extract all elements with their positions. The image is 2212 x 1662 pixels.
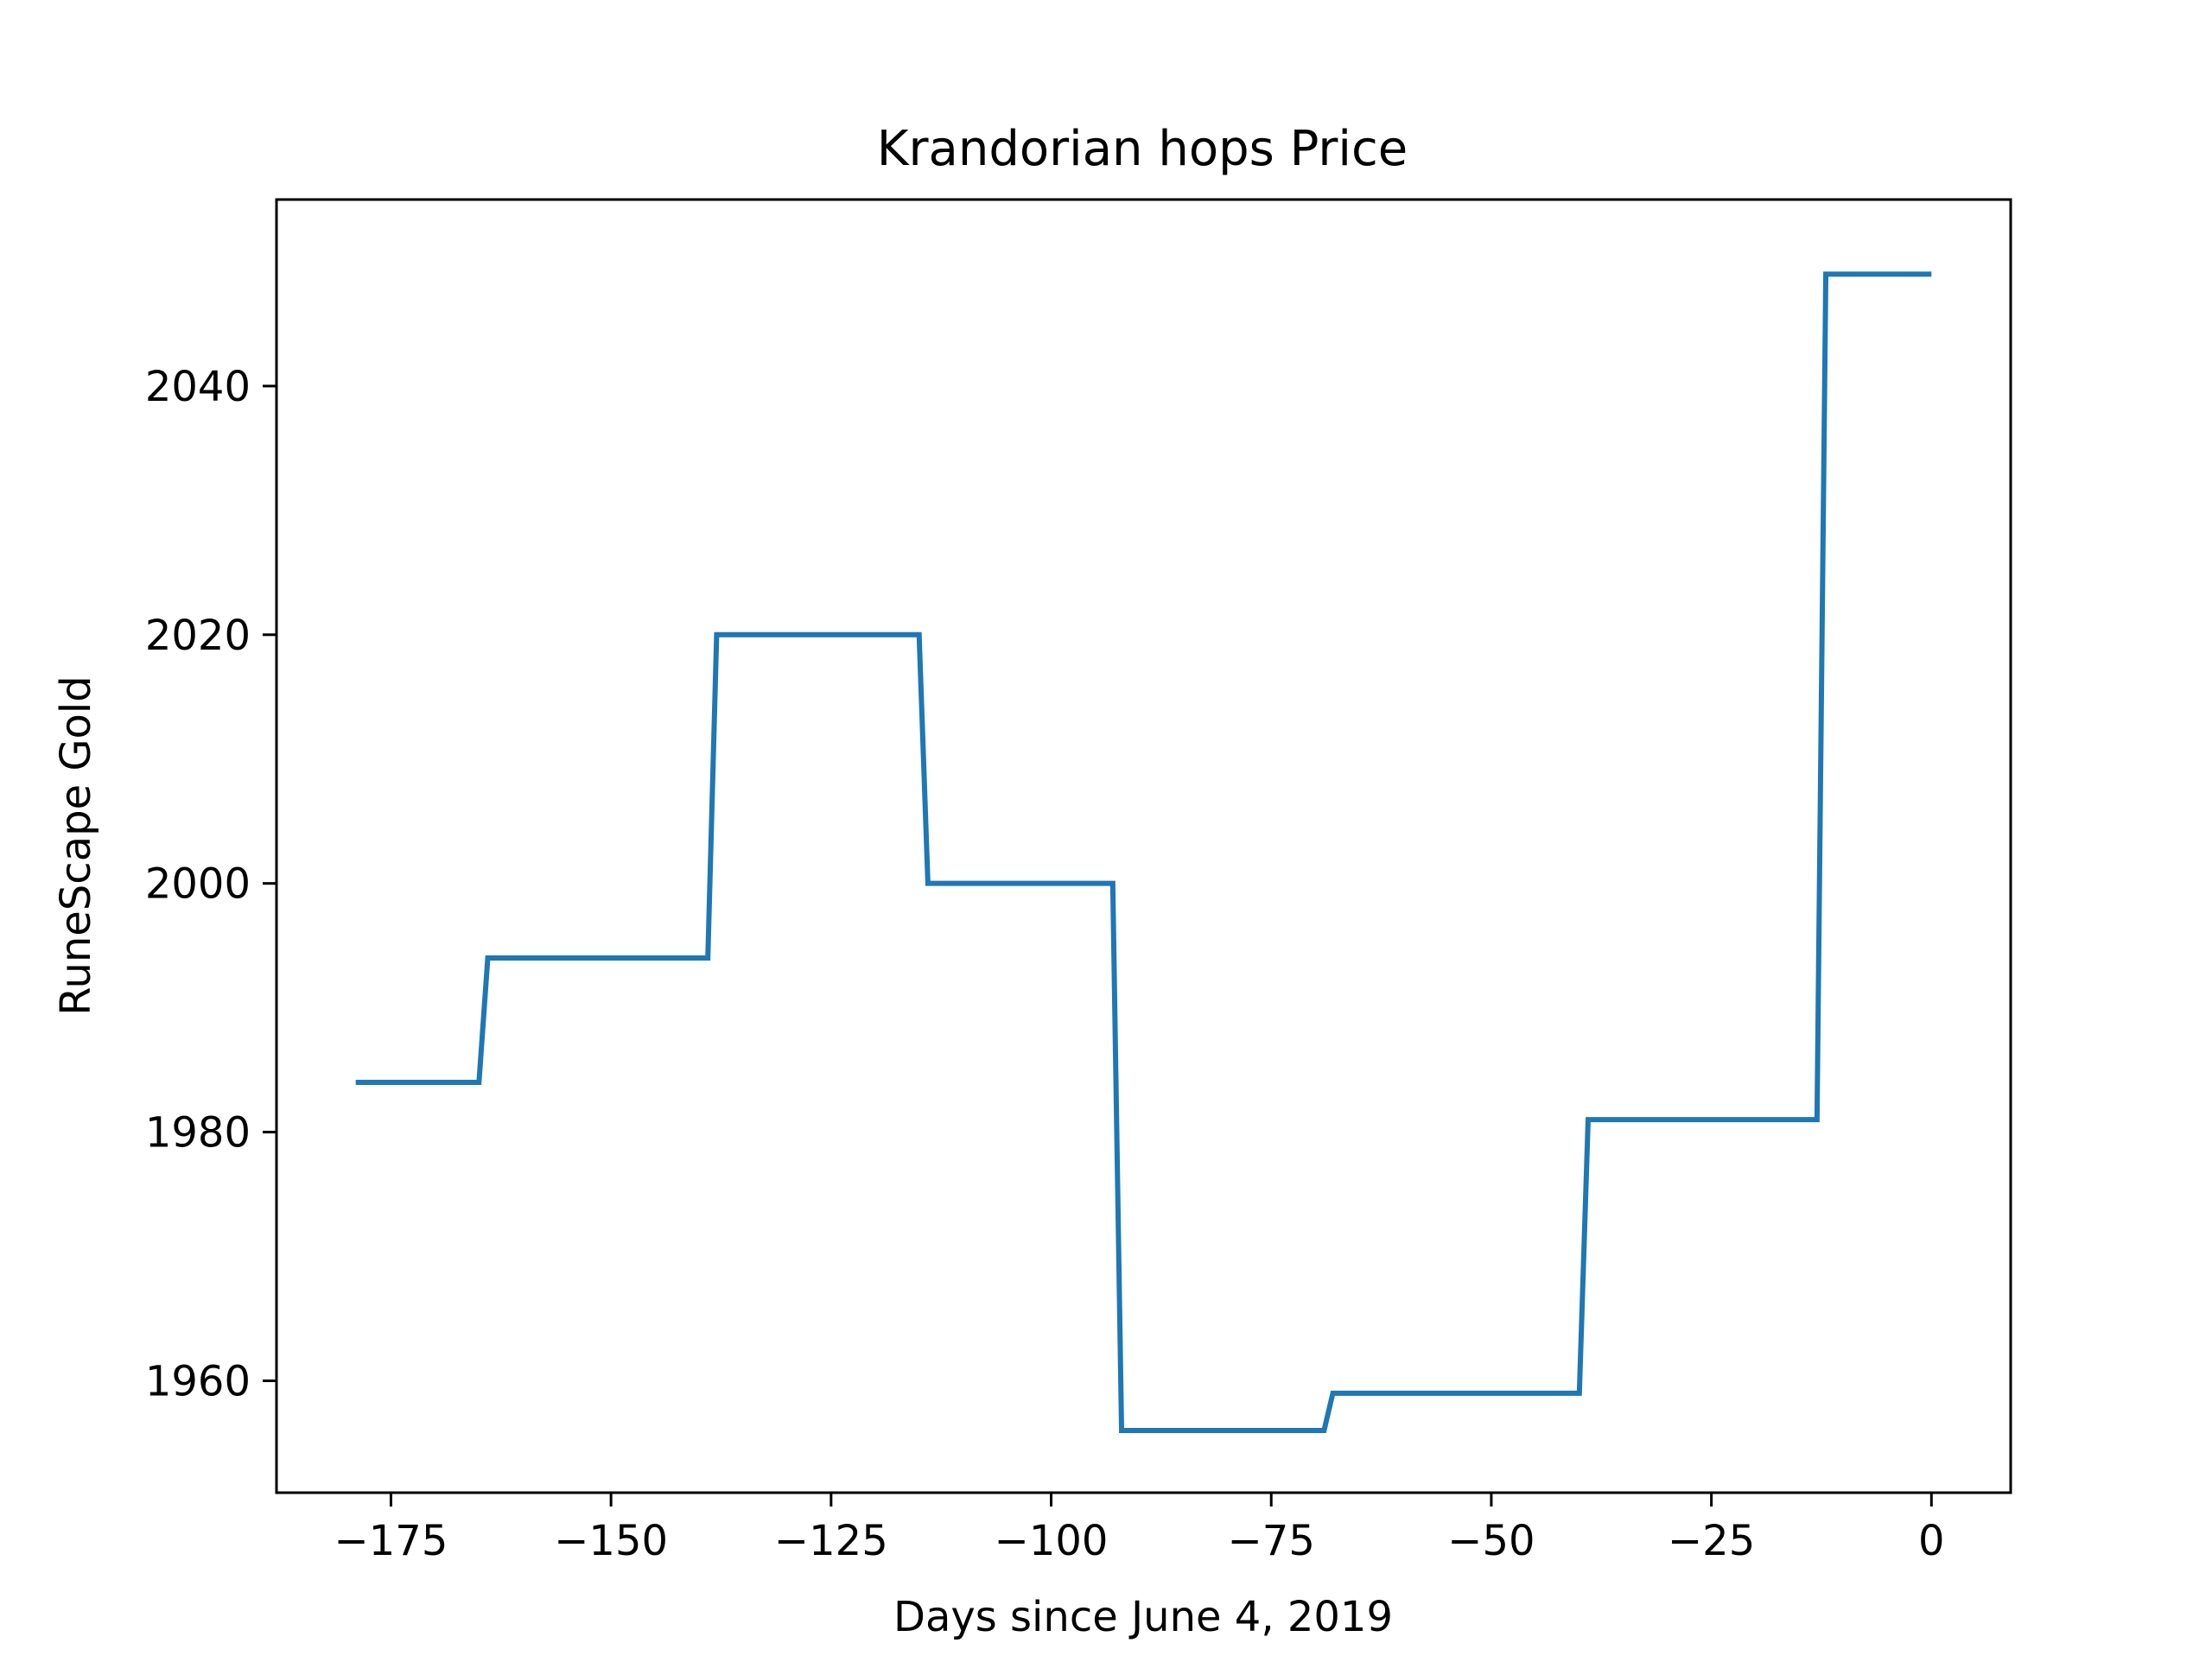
x-tick-label: −150 bbox=[554, 1517, 668, 1565]
series-line-0 bbox=[355, 271, 1932, 1434]
plot-data bbox=[355, 271, 1932, 1434]
x-tick-label: −25 bbox=[1668, 1517, 1755, 1565]
x-tick-label: −50 bbox=[1447, 1517, 1535, 1565]
y-tick-label: 2040 bbox=[145, 363, 251, 411]
y-tick-label: 2020 bbox=[145, 612, 251, 660]
y-tick-label: 2000 bbox=[145, 860, 251, 909]
y-tick-label: 1960 bbox=[145, 1357, 251, 1405]
plot-area-frame bbox=[275, 198, 2012, 1494]
x-tick-label: −125 bbox=[774, 1517, 888, 1565]
y-tick-label: 1980 bbox=[145, 1109, 251, 1158]
y-axis: 1960 1980 2000 2020 2040 bbox=[145, 363, 276, 1405]
chart-title: Krandorian hops Price bbox=[877, 121, 1408, 177]
y-axis-label: RuneScape Gold bbox=[52, 676, 100, 1015]
x-tick-label: −100 bbox=[995, 1517, 1109, 1565]
x-axis: −175 −150 −125 −100 −75 −50 −25 0 bbox=[334, 1493, 1945, 1565]
x-axis-label: Days since June 4, 2019 bbox=[893, 1593, 1393, 1641]
x-tick-label: −75 bbox=[1228, 1517, 1315, 1565]
x-tick-label: −175 bbox=[334, 1517, 448, 1565]
x-tick-label: 0 bbox=[1918, 1517, 1945, 1565]
